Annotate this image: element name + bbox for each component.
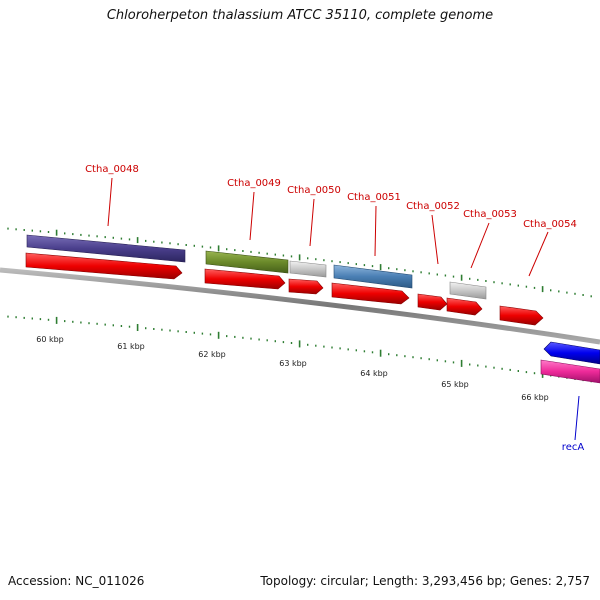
genome-title: Chloroherpeton thalassium ATCC 35110, co… bbox=[106, 8, 494, 23]
feature-bar-ctha-0049[interactable] bbox=[205, 250, 289, 274]
leader-ctha-0051 bbox=[374, 205, 377, 257]
gene-arrow-ctha-0054[interactable] bbox=[499, 305, 544, 326]
gene-label-ctha-0049: Ctha_0049 bbox=[227, 178, 281, 189]
kbp-label: 60 kbp bbox=[36, 335, 64, 344]
leader-ctha-0054 bbox=[528, 231, 549, 277]
gene-label-ctha-0048: Ctha_0048 bbox=[85, 164, 139, 175]
feature-bar-ctha-0053[interactable] bbox=[449, 281, 487, 300]
kbp-label: 63 kbp bbox=[279, 359, 307, 368]
gene-label-ctha-0050: Ctha_0050 bbox=[287, 185, 341, 196]
kbp-label: 66 kbp bbox=[521, 393, 549, 402]
leader-ctha-0048 bbox=[107, 177, 113, 227]
kbp-label: 61 kbp bbox=[117, 342, 145, 351]
feature-bar-ctha-0050[interactable] bbox=[289, 260, 327, 278]
gene-label-reca: recA bbox=[562, 442, 585, 453]
gene-arrow-ctha-0053[interactable] bbox=[446, 297, 483, 316]
feature-bar-reca[interactable] bbox=[540, 359, 600, 384]
gene-arrow-ctha-0049[interactable] bbox=[204, 268, 286, 290]
gene-label-ctha-0053: Ctha_0053 bbox=[463, 209, 517, 220]
leader-reca bbox=[574, 395, 580, 441]
gene-arrow-reca[interactable] bbox=[543, 341, 600, 365]
gene-label-ctha-0051: Ctha_0051 bbox=[347, 192, 401, 203]
tick-row-upper bbox=[7, 227, 592, 298]
kbp-label: 64 kbp bbox=[360, 369, 388, 378]
accession-label: Accession: NC_011026 bbox=[8, 574, 145, 588]
leader-ctha-0053 bbox=[470, 222, 490, 269]
feature-bar-ctha-0048[interactable] bbox=[26, 234, 186, 263]
gene-label-ctha-0054: Ctha_0054 bbox=[523, 219, 577, 230]
leader-ctha-0049 bbox=[249, 191, 255, 241]
genome-backbone bbox=[0, 267, 600, 345]
kbp-label: 62 kbp bbox=[198, 350, 226, 359]
leader-ctha-0052 bbox=[431, 214, 439, 265]
gene-arrow-ctha-0050[interactable] bbox=[288, 278, 324, 295]
gene-label-ctha-0052: Ctha_0052 bbox=[406, 201, 460, 212]
gene-arrow-ctha-0051[interactable] bbox=[331, 282, 410, 305]
leader-ctha-0050 bbox=[309, 198, 315, 247]
gene-arrow-ctha-0048[interactable] bbox=[25, 252, 183, 280]
kbp-label: 65 kbp bbox=[441, 380, 469, 389]
gene-arrow-ctha-0052[interactable] bbox=[417, 293, 448, 311]
topology-label: Topology: circular; Length: 3,293,456 bp… bbox=[260, 574, 590, 588]
feature-bar-ctha-0051[interactable] bbox=[333, 264, 413, 289]
